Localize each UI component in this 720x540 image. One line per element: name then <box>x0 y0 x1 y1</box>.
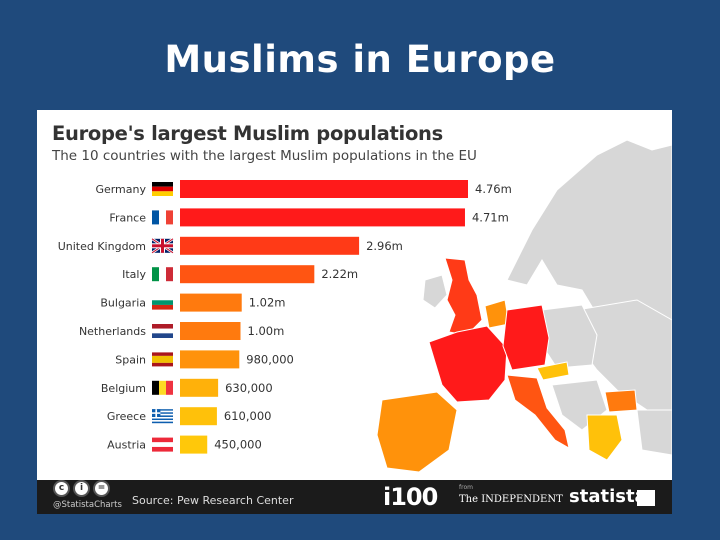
austria-flag <box>152 437 173 452</box>
spain-flag <box>152 352 173 367</box>
source-note: Source: Pew Research Center <box>132 494 294 507</box>
category-label: United Kingdom <box>58 240 146 253</box>
greece-flag <box>152 409 173 424</box>
data-label: 1.00m <box>248 324 285 338</box>
category-label: Belgium <box>101 382 146 395</box>
license-icons: c i = <box>53 480 110 497</box>
map-ireland <box>422 274 448 309</box>
bar <box>180 378 219 397</box>
from-label: from <box>459 484 473 491</box>
map-italy <box>506 374 570 449</box>
map-austria <box>536 361 570 381</box>
bar <box>180 322 241 340</box>
data-label: 980,000 <box>246 352 294 366</box>
cc-icon: c <box>53 480 70 497</box>
map-greece <box>586 414 623 461</box>
chart-footer: c i = @StatistaCharts Source: Pew Resear… <box>37 480 672 514</box>
i100-logo: i100 <box>383 483 438 511</box>
bar-chart: Germany 4.76m France 4.71m United Kingdom 2.9… <box>58 180 512 454</box>
data-label: 4.76m <box>475 182 512 196</box>
map-turkey <box>636 409 672 456</box>
france-flag <box>152 210 173 225</box>
category-label: Germany <box>95 183 146 196</box>
category-label: Bulgaria <box>100 297 146 310</box>
bar <box>180 236 360 255</box>
data-label: 2.96m <box>366 239 403 253</box>
netherlands-flag <box>152 324 173 338</box>
map-spain <box>376 391 458 473</box>
data-label: 630,000 <box>225 381 273 395</box>
statista-handle: @StatistaCharts <box>53 500 122 510</box>
chart-title: Europe's largest Muslim populations <box>52 122 443 145</box>
bar <box>180 350 240 369</box>
bar <box>180 208 465 227</box>
bar <box>180 265 315 284</box>
category-label: Netherlands <box>79 325 146 338</box>
category-label: Italy <box>122 268 146 281</box>
bulgaria-flag <box>152 295 173 310</box>
chart-panel: Europe's largest Muslim populations The … <box>37 110 672 514</box>
statista-logo: statista <box>569 486 647 507</box>
map-france <box>428 325 508 403</box>
category-label: Spain <box>115 353 146 366</box>
data-label: 450,000 <box>214 438 262 452</box>
belgium-flag <box>152 380 173 395</box>
europe-map <box>376 139 672 473</box>
category-label: Austria <box>107 439 146 452</box>
statista-mark-icon <box>637 490 655 506</box>
by-icon: i <box>73 480 90 497</box>
data-label: 610,000 <box>224 409 272 423</box>
italy-flag <box>152 267 173 282</box>
chart-subtitle: The 10 countries with the largest Muslim… <box>52 148 477 164</box>
bar <box>180 293 242 312</box>
bar <box>180 435 208 454</box>
category-label: France <box>109 211 146 224</box>
independent-logo: The INDEPENDENT <box>459 494 563 505</box>
data-label: 4.71m <box>472 210 509 224</box>
germany-flag <box>152 182 173 196</box>
category-label: Greece <box>107 410 146 423</box>
uk-flag <box>151 237 174 254</box>
bar <box>180 180 468 198</box>
data-label: 1.02m <box>249 296 286 310</box>
map-bulgaria <box>604 389 638 413</box>
nd-icon: = <box>93 480 110 497</box>
bar <box>180 407 217 426</box>
data-label: 2.22m <box>321 267 358 281</box>
map-germany <box>502 304 550 371</box>
slide-title: Muslims in Europe <box>164 38 556 81</box>
